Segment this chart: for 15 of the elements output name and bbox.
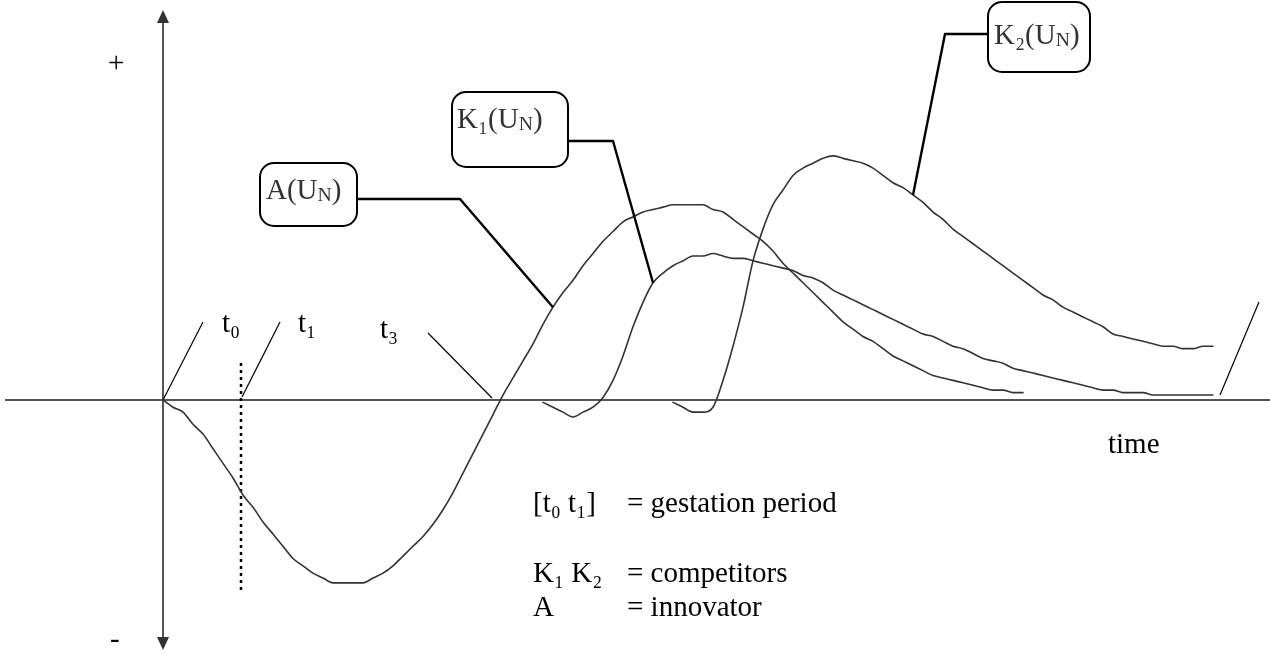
annotation: = gestation period <box>627 485 837 518</box>
text: + <box>108 45 125 78</box>
annotation: t₀ <box>222 305 241 338</box>
annotation: [t₀ t₁] <box>533 485 596 518</box>
text: K₂(U$_{N}$) <box>994 17 1080 50</box>
annotation: t₃ <box>380 311 399 344</box>
annotation: = competitors <box>627 555 788 588</box>
text: = innovator <box>627 589 762 622</box>
annotation: K₁ K₂ <box>533 555 603 588</box>
text: K₁(U$_{N}$) <box>457 101 543 134</box>
text: A <box>533 589 554 622</box>
annotation: t₁ <box>298 305 317 338</box>
x-axis-title: time <box>1108 426 1160 459</box>
text: A(U$_{N}$) <box>266 172 342 205</box>
text: - <box>110 621 120 654</box>
